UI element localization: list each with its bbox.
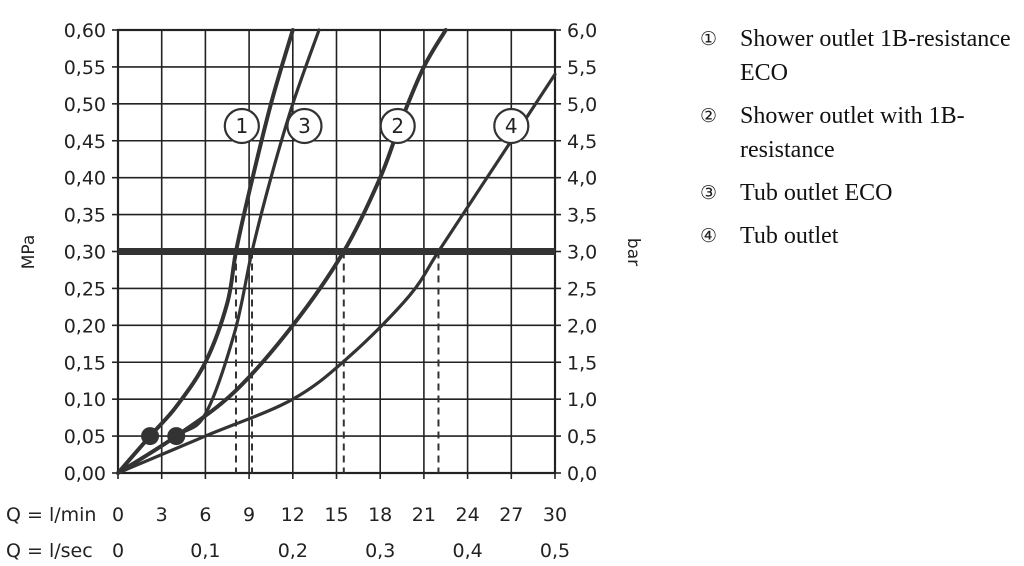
- x-row2-tick-label: 0,2: [278, 540, 308, 562]
- legend-item: ② Shower outlet with 1B-resistance: [700, 99, 1020, 167]
- legend-mark: ③: [700, 182, 718, 204]
- y-left-title: MPa: [19, 235, 39, 270]
- y-right-tick-label: 1,0: [567, 389, 597, 411]
- y-left-tick-label: 0,15: [64, 352, 106, 374]
- data-marker: [141, 427, 160, 446]
- legend-mark: ①: [700, 28, 718, 50]
- y-right-tick-label: 2,0: [567, 315, 597, 337]
- y-left-tick-label: 0,55: [64, 57, 106, 79]
- x-row1-tick-label: 3: [156, 504, 168, 526]
- x-row2-tick-label: 0,1: [190, 540, 220, 562]
- legend-text: Shower outlet 1B-resistance ECO: [740, 26, 1011, 86]
- y-left-ticks: 0,00 0,05 0,10 0,15 0,20 0,25 0,30 0,35 0,40 0,45…: [64, 20, 106, 485]
- legend-item: ① Shower outlet 1B-resistance ECO: [700, 22, 1020, 90]
- y-right-tick-label: 0,5: [567, 426, 597, 448]
- y-right-tick-label: 4,0: [567, 168, 597, 190]
- curve-1: [116, 28, 295, 475]
- y-left-tick-label: 0,10: [64, 389, 106, 411]
- x-row1-tick-label: 27: [499, 504, 523, 526]
- y-right-tick-label: 5,0: [567, 94, 597, 116]
- x-row2-tick-label: 0,3: [365, 540, 395, 562]
- x-row2-tick-label: 0,4: [452, 540, 482, 562]
- x-row1-tick-label: 24: [456, 504, 480, 526]
- y-left-tick-label: 0,00: [64, 463, 106, 485]
- y-left-tick-label: 0,20: [64, 315, 106, 337]
- x-row1-tick-label: 0: [112, 504, 124, 526]
- y-right-title: bar: [623, 238, 643, 266]
- dashed-drop-lines: [234, 251, 440, 473]
- curve-label-3: 3: [298, 114, 311, 138]
- data-marker: [167, 427, 186, 446]
- x-row1-tick-label: 18: [368, 504, 392, 526]
- legend-text: Tub outlet: [740, 223, 839, 249]
- y-right-tick-label: 3,5: [567, 205, 597, 227]
- x-row2-label: Q = l/sec: [6, 540, 93, 562]
- y-right-tick-label: 3,0: [567, 242, 597, 264]
- y-left-tick-label: 0,60: [64, 20, 106, 42]
- y-right-tick-label: 2,5: [567, 278, 597, 300]
- x-row1-tick-label: 9: [243, 504, 255, 526]
- y-right-tick-label: 1,5: [567, 352, 597, 374]
- legend-text: Tub outlet ECO: [740, 180, 893, 206]
- curve-label-circle-3: [286, 107, 323, 145]
- curve-label-1: 1: [235, 114, 248, 138]
- curve-labels-layer: 1 3 2 4: [223, 107, 530, 145]
- curve-label-2: 2: [391, 114, 404, 138]
- curve-label-circle-1: [223, 107, 260, 145]
- x-row1-ticks: 0 3 6 9 12 15 18 21 24 27 30: [112, 504, 567, 526]
- y-right-tick-label: 0,0: [567, 463, 597, 485]
- x-row1-label: Q = l/min: [6, 504, 96, 526]
- x-row1-tick-label: 30: [543, 504, 567, 526]
- x-row2-ticks: 0 0,1 0,2 0,3 0,4 0,5: [112, 540, 570, 562]
- curve-label-4: 4: [505, 114, 518, 138]
- x-row1-tick-label: 6: [199, 504, 211, 526]
- curve-label-circle-4: [493, 107, 530, 145]
- legend-mark: ④: [700, 225, 718, 247]
- y-right-tick-label: 4,5: [567, 131, 597, 153]
- curve-2: [116, 28, 448, 475]
- legend-text: Shower outlet with 1B-resistance: [740, 103, 965, 163]
- legend-item: ④ Tub outlet: [700, 219, 1020, 253]
- legend-item: ③ Tub outlet ECO: [700, 176, 1020, 210]
- y-right-ticks: 0,0 0,5 1,0 1,5 2,0 2,5 3,0 3,5 4,0 4,5 5,0 5,5 6,0: [567, 20, 597, 485]
- y-right-tick-label: 6,0: [567, 20, 597, 42]
- y-left-tick-label: 0,45: [64, 131, 106, 153]
- y-left-tick-label: 0,40: [64, 168, 106, 190]
- y-left-tick-label: 0,30: [64, 242, 106, 264]
- y-right-tick-label: 5,5: [567, 57, 597, 79]
- legend-mark: ②: [700, 105, 718, 127]
- legend: ① Shower outlet 1B-resistance ECO ② Shower …: [700, 22, 1020, 262]
- y-left-tick-label: 0,05: [64, 426, 106, 448]
- x-row1-tick-label: 21: [412, 504, 436, 526]
- curve-label-circle-2: [379, 107, 416, 145]
- x-row1-tick-label: 15: [324, 504, 348, 526]
- y-left-tick-label: 0,35: [64, 205, 106, 227]
- marker-layer: [141, 427, 186, 446]
- x-row2-tick-label: 0: [112, 540, 124, 562]
- y-left-tick-label: 0,25: [64, 278, 106, 300]
- x-row1-tick-label: 12: [281, 504, 305, 526]
- curve-4: [116, 72, 557, 475]
- x-row2-tick-label: 0,5: [540, 540, 570, 562]
- y-left-tick-label: 0,50: [64, 94, 106, 116]
